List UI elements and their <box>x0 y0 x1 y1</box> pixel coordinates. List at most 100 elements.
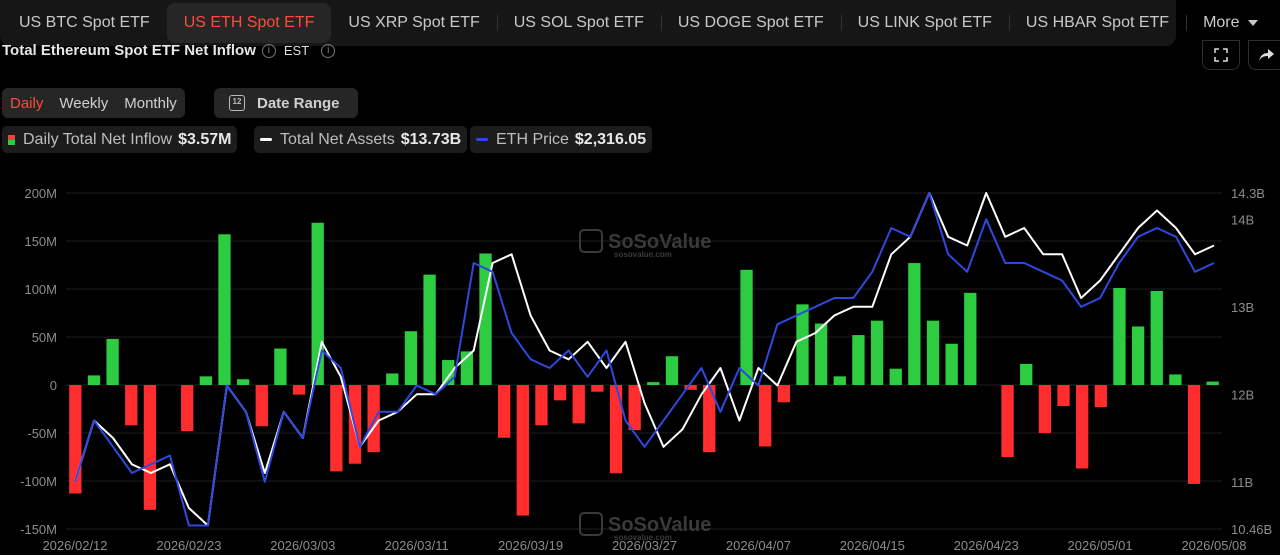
line-swatch-icon <box>476 138 488 141</box>
share-button[interactable] <box>1248 40 1280 70</box>
outflow-bar <box>69 385 82 494</box>
info-icon[interactable]: i <box>261 43 276 58</box>
bar-swatch-icon <box>8 134 15 145</box>
share-icon <box>1259 49 1274 61</box>
watermark-sub: sosovalue.com <box>614 533 672 542</box>
outflow-bar <box>1187 385 1201 484</box>
inflow-bar <box>1131 326 1145 385</box>
outflow-bar <box>609 385 623 474</box>
outflow-bar <box>759 385 772 447</box>
x-axis-tick-label: 2026/02/23 <box>156 538 221 553</box>
inflow-bar <box>106 338 119 385</box>
x-axis-tick-label: 2026/03/27 <box>612 538 677 553</box>
outflow-bar <box>684 385 697 390</box>
inflow-bar <box>1169 374 1182 385</box>
outflow-bar <box>367 385 380 453</box>
inflow-bar <box>1020 363 1033 385</box>
watermark-logo-icon <box>579 512 603 536</box>
inflow-bar <box>423 274 436 385</box>
legend-value: $2,316.05 <box>574 130 647 148</box>
more-menu-button[interactable]: More <box>1186 3 1274 43</box>
inflow-bar <box>404 331 418 385</box>
inflow-bar <box>889 368 902 385</box>
outflow-bar <box>591 385 604 392</box>
watermark-brand: SoSoValue <box>608 514 711 536</box>
inflow-bar <box>236 379 250 385</box>
tab-us-doge-spot-etf[interactable]: US DOGE Spot ETF <box>660 3 841 43</box>
outflow-bar <box>553 385 567 401</box>
tab-us-xrp-spot-etf[interactable]: US XRP Spot ETF <box>348 14 480 31</box>
right-axis-tick-label: 11B <box>1231 475 1253 490</box>
inflow-bar <box>87 375 101 385</box>
tab-us-btc-spot-etf[interactable]: US BTC Spot ETF <box>19 14 150 31</box>
x-axis-tick-label: 2026/03/11 <box>385 538 449 553</box>
eth-price-line <box>74 192 1215 527</box>
legend-net-inflow[interactable]: Daily Total Net Inflow $3.57M <box>2 126 238 153</box>
right-axis-tick-label: 14.3B <box>1231 186 1265 201</box>
outflow-bar <box>1076 385 1089 469</box>
x-axis-tick-label: 2026/04/23 <box>954 538 1019 553</box>
inflow-bar <box>926 320 940 385</box>
period-monthly[interactable]: Monthly <box>124 94 177 112</box>
date-range-label: Date Range <box>257 94 340 112</box>
left-axis-tick-label: 50M <box>32 330 57 345</box>
left-axis-tick-label: 0 <box>50 378 57 393</box>
right-axis-tick-label: 12B <box>1231 387 1254 402</box>
date-range-button[interactable]: 12 Date Range <box>214 88 358 118</box>
left-axis-tick-label: 150M <box>24 234 57 249</box>
x-axis-tick-label: 2026/04/15 <box>840 538 905 553</box>
left-axis-tick-label: 200M <box>24 186 57 201</box>
timezone-info-icon[interactable]: i <box>321 43 336 58</box>
outflow-bar <box>181 385 194 432</box>
inflow-bar <box>833 376 846 385</box>
legend-net-assets[interactable]: Total Net Assets $13.73B <box>254 126 468 153</box>
period-toggle: Daily Weekly Monthly <box>2 88 185 118</box>
timezone-label: EST <box>283 43 310 58</box>
left-axis-tick-label: -150M <box>20 522 57 537</box>
tab-us-link-spot-etf[interactable]: US LINK Spot ETF <box>840 3 1009 43</box>
x-axis-tick-label: 2026/03/19 <box>498 538 563 553</box>
outflow-bar <box>255 385 268 427</box>
legend-label: Total Net Assets <box>280 130 395 148</box>
inflow-bar <box>386 373 399 385</box>
fullscreen-button[interactable] <box>1202 40 1240 70</box>
inflow-bar <box>1150 290 1163 385</box>
outflow-bar <box>292 385 306 395</box>
outflow-bar <box>1094 385 1107 408</box>
outflow-bar <box>498 385 511 438</box>
inflow-bar <box>479 253 492 385</box>
x-axis-tick-label: 2026/05/08 <box>1181 538 1246 553</box>
line-swatch-icon <box>260 138 272 141</box>
inflow-bar <box>945 343 958 385</box>
legend-eth-price[interactable]: ETH Price $2,316.05 <box>470 126 653 153</box>
total-net-assets-line <box>74 192 1215 527</box>
tab-us-eth-spot-etf[interactable]: US ETH Spot ETF <box>166 3 332 43</box>
inflow-bar <box>665 356 679 385</box>
etf-tab-bar: US BTC Spot ETF US ETH Spot ETF US XRP S… <box>0 0 1258 46</box>
inflow-bar <box>814 323 828 385</box>
legend-label: Daily Total Net Inflow <box>23 130 173 148</box>
left-axis-tick-label: 100M <box>24 282 57 297</box>
outflow-bar <box>330 385 343 472</box>
inflow-bar <box>852 335 865 385</box>
legend-label: ETH Price <box>496 130 569 148</box>
inflow-bar <box>218 234 231 385</box>
inflow-bar <box>796 304 809 385</box>
period-weekly[interactable]: Weekly <box>59 94 109 112</box>
period-daily[interactable]: Daily <box>10 94 44 112</box>
watermark-sub: sosovalue.com <box>614 250 672 259</box>
right-axis-tick-label: 13B <box>1231 300 1254 315</box>
inflow-bar <box>647 382 660 385</box>
chart-title: Total Ethereum Spot ETF Net Inflow <box>2 42 256 59</box>
watermark-logo-icon <box>579 229 603 253</box>
tab-us-hbar-spot-etf[interactable]: US HBAR Spot ETF <box>1008 3 1186 43</box>
chevron-down-icon <box>1247 20 1258 26</box>
inflow-bar <box>1206 381 1219 385</box>
legend-value: $13.73B <box>400 130 462 148</box>
legend-value: $3.57M <box>178 130 232 148</box>
inflow-bar <box>199 376 212 385</box>
outflow-bar <box>535 385 548 426</box>
x-axis-tick-label: 2026/02/12 <box>42 538 107 553</box>
tab-us-sol-spot-etf[interactable]: US SOL Spot ETF <box>496 3 661 43</box>
